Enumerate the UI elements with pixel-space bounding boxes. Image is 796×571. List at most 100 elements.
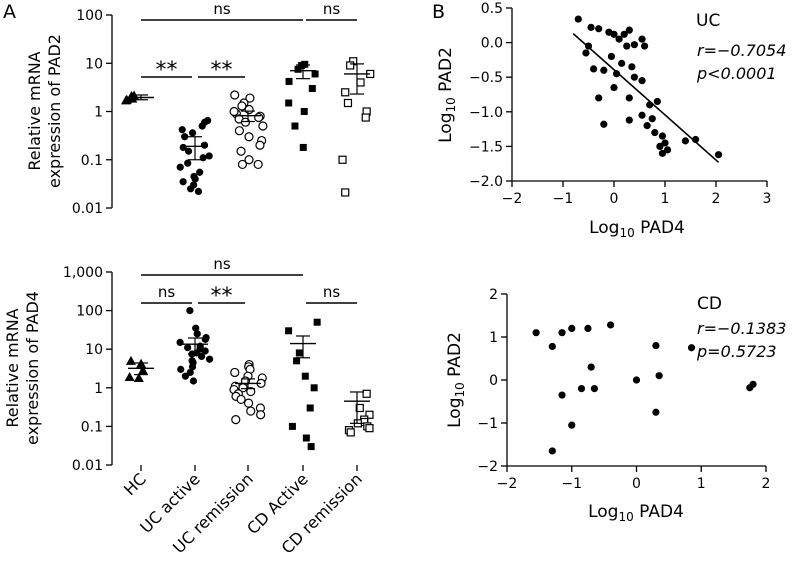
data-point [243,398,254,408]
data-point [184,159,192,167]
data-point [658,132,667,140]
data-point [587,23,595,31]
data-point [295,349,303,357]
data-point [299,143,307,151]
data-point [595,94,603,102]
data-point [186,307,194,315]
data-point [651,128,659,137]
data-point [244,132,254,142]
data-point [600,120,608,128]
data-point [714,151,723,159]
data-point [338,155,347,164]
data-point [254,112,264,123]
uc-fit-line [572,33,720,163]
y-tick-label: 0.1 [81,153,103,169]
category-label: HC [120,469,150,499]
data-point [356,78,365,87]
data-point [577,385,586,393]
data-point [341,88,350,97]
pad2-group-chart: 0.01 0.1 1 10 100 Relative mRNA expression o… [25,0,375,217]
data-point [362,389,371,398]
data-point [630,41,639,49]
pad2-ylabel-line1: Relative mRNA [25,51,44,170]
x-tick-label: 3 [763,191,772,207]
data-point [548,447,556,455]
uc-y-ticks: 0.5 0.0 −0.5 −1.0 −1.5 −2.0 [469,1,512,190]
data-point [125,355,136,365]
data-point [610,83,618,92]
data-point [307,443,315,451]
y-tick-label: 0.0 [481,36,503,52]
uc-points [574,15,723,159]
data-point [655,372,663,380]
y-tick-label: 1 [94,105,103,121]
x-tick-label: −2 [502,191,523,207]
pad2-groups [121,57,375,197]
data-point [623,42,631,50]
data-point [236,394,246,405]
data-point [681,137,690,145]
data-point [258,121,268,131]
uc-xlabel: Log10 PAD4 [589,218,685,240]
data-point [245,93,255,103]
data-point [124,372,135,382]
uc-correlation-chart: −2 −1 0 1 2 3 0.5 0.0 −0.5 −1.0 −1.5 −2.0 UC r=−0.… [436,1,786,240]
data-point [310,384,318,392]
data-point [595,25,603,33]
cd-stat-p: p=0.5723 [696,342,777,361]
data-point [236,146,246,156]
y-tick-label: −1.5 [469,139,503,155]
data-point [346,428,355,437]
x-tick-label: 2 [762,476,771,492]
data-point [200,141,209,149]
pad4-ylabel-line1: Relative mRNA [3,308,22,427]
data-point [179,178,187,186]
data-point [189,377,198,385]
cd-xlabel: Log10 PAD4 [588,502,684,524]
data-point [658,149,667,157]
y-tick-label: −2 [477,459,498,475]
data-point [361,113,370,122]
data-point [202,333,210,342]
data-point [301,372,309,380]
data-point [625,94,633,102]
data-point [188,363,197,371]
data-point [230,367,240,378]
data-point [285,327,293,335]
data-point [590,385,599,393]
data-point [648,115,656,123]
data-point [291,122,299,130]
data-point [201,347,209,355]
cd-title: CD [697,294,722,314]
data-point [558,391,566,399]
significance-label: ns [213,0,231,18]
cd-points [532,321,757,455]
data-point [205,152,213,160]
data-point [630,73,639,81]
data-point [300,108,308,115]
significance-label: ** [211,58,233,83]
y-tick-label: 0 [489,373,498,389]
x-tick-label: 0 [632,476,641,492]
data-point [618,59,626,67]
x-tick-label: 0 [610,191,619,207]
data-point [255,140,265,150]
data-point [237,101,247,111]
data-point [244,104,254,115]
y-tick-label: −1 [477,416,498,432]
significance-label: ns [323,283,341,301]
data-point [590,65,598,73]
y-tick-label: 0.5 [481,1,503,17]
data-point [365,424,374,433]
pad4-groups [124,307,374,451]
data-point [196,168,204,176]
data-point [201,118,209,126]
pad2-ylabel-line2: expression of PAD2 [45,34,64,188]
x-tick-label: 2 [712,191,721,207]
data-point [607,52,616,61]
y-tick-label: 1 [94,381,103,397]
data-point [308,84,316,92]
pad2-y-ticks: 0.01 0.1 1 10 100 [72,8,112,217]
